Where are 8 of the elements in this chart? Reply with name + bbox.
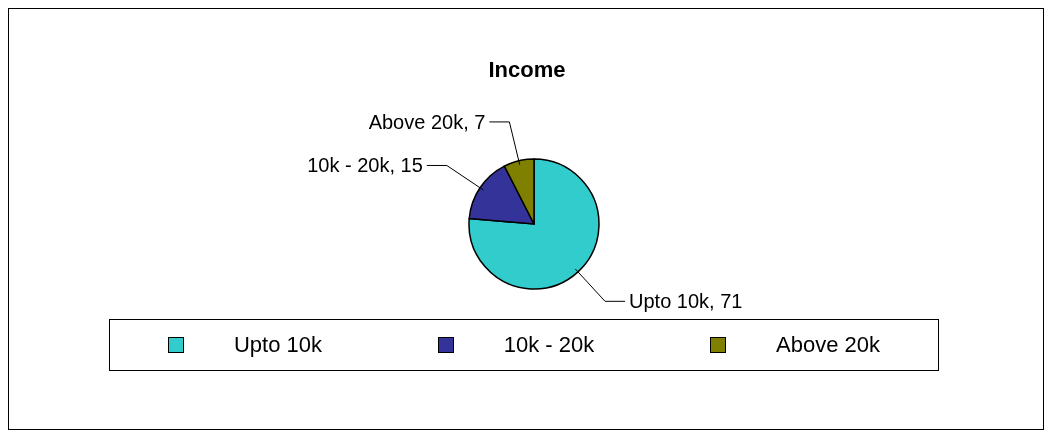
legend-label: Upto 10k [233,332,322,358]
data-label: 10k - 20k, 15 [307,154,423,177]
pie-slice [468,158,600,290]
legend-label: Above 20k [776,332,881,358]
chart-title: Income [487,57,567,83]
data-label: Above 20k, 7 [368,110,486,133]
data-label: Upto 10k, 71 [629,290,743,313]
legend-label: 10k - 20k [503,332,595,358]
